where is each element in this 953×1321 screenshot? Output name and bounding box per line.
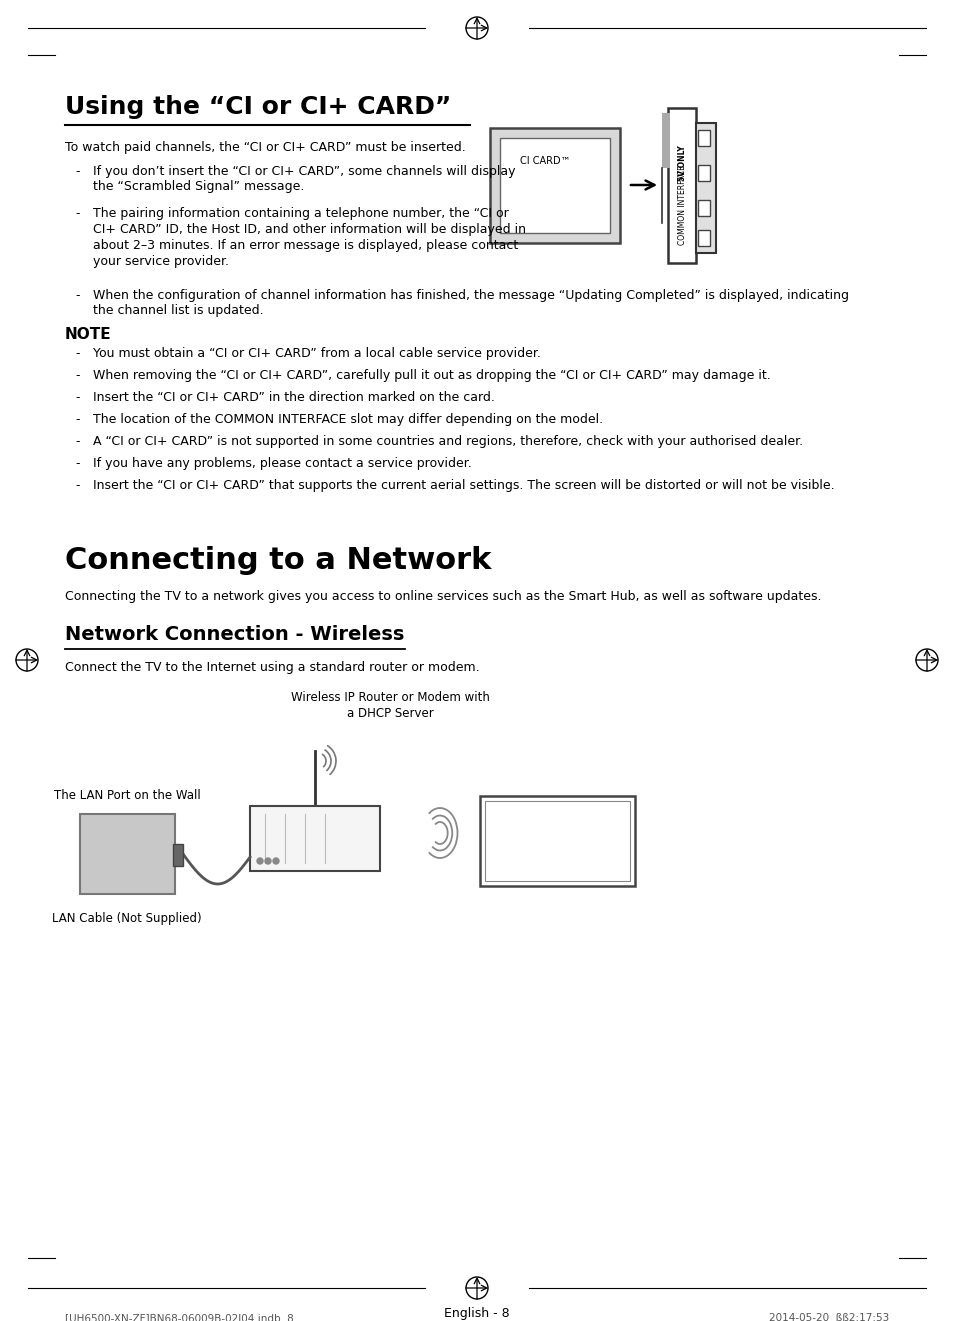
Text: -: - <box>75 207 79 221</box>
Bar <box>80 814 174 894</box>
Text: your service provider.: your service provider. <box>92 255 229 268</box>
Bar <box>484 801 629 881</box>
Text: Insert the “CI or CI+ CARD” in the direction marked on the card.: Insert the “CI or CI+ CARD” in the direc… <box>92 391 495 404</box>
Bar <box>479 797 635 886</box>
Text: When removing the “CI or CI+ CARD”, carefully pull it out as dropping the “CI or: When removing the “CI or CI+ CARD”, care… <box>92 369 770 382</box>
Text: 2014-05-20  ßß2:17:53: 2014-05-20 ßß2:17:53 <box>768 1313 888 1321</box>
Text: -: - <box>75 165 79 178</box>
Text: a DHCP Server: a DHCP Server <box>346 707 433 720</box>
Text: Insert the “CI or CI+ CARD” that supports the current aerial settings. The scree: Insert the “CI or CI+ CARD” that support… <box>92 480 834 491</box>
Text: -: - <box>75 413 79 425</box>
Text: Using the “CI or CI+ CARD”: Using the “CI or CI+ CARD” <box>65 95 451 119</box>
Text: COMMON INTERFACE: COMMON INTERFACE <box>678 165 687 244</box>
Text: Network Connection - Wireless: Network Connection - Wireless <box>65 625 404 645</box>
Text: The pairing information containing a telephone number, the “CI or: The pairing information containing a tel… <box>92 207 508 221</box>
Text: If you don’t insert the “CI or CI+ CARD”, some channels will display
the “Scramb: If you don’t insert the “CI or CI+ CARD”… <box>92 165 515 193</box>
Text: -: - <box>75 391 79 404</box>
Text: -: - <box>75 480 79 491</box>
Text: When the configuration of channel information has finished, the message “Updatin: When the configuration of channel inform… <box>92 289 848 317</box>
Text: A “CI or CI+ CARD” is not supported in some countries and regions, therefore, ch: A “CI or CI+ CARD” is not supported in s… <box>92 435 802 448</box>
Text: [UH6500-XN-ZF]BN68-06009B-02I04.indb  8: [UH6500-XN-ZF]BN68-06009B-02I04.indb 8 <box>65 1313 294 1321</box>
Bar <box>172 844 183 867</box>
Bar <box>250 806 379 871</box>
Text: Connect the TV to the Internet using a standard router or modem.: Connect the TV to the Internet using a s… <box>65 660 479 674</box>
Text: If you have any problems, please contact a service provider.: If you have any problems, please contact… <box>92 457 471 470</box>
Text: English - 8: English - 8 <box>444 1306 509 1320</box>
Text: 5V ONLY: 5V ONLY <box>678 145 687 181</box>
Bar <box>696 123 716 254</box>
Text: about 2–3 minutes. If an error message is displayed, please contact: about 2–3 minutes. If an error message i… <box>92 239 517 252</box>
Bar <box>698 129 709 147</box>
Text: -: - <box>75 289 79 303</box>
Text: You must obtain a “CI or CI+ CARD” from a local cable service provider.: You must obtain a “CI or CI+ CARD” from … <box>92 347 540 361</box>
Text: -: - <box>75 347 79 361</box>
Text: -: - <box>75 369 79 382</box>
Text: LAN Cable (Not Supplied): LAN Cable (Not Supplied) <box>52 911 202 925</box>
Text: Connecting the TV to a network gives you access to online services such as the S: Connecting the TV to a network gives you… <box>65 590 821 602</box>
Text: The LAN Port on the Wall: The LAN Port on the Wall <box>53 789 200 802</box>
Bar <box>499 137 609 232</box>
Bar <box>661 114 669 168</box>
Circle shape <box>273 859 278 864</box>
Circle shape <box>265 859 271 864</box>
Bar <box>667 108 696 263</box>
Bar <box>698 165 709 181</box>
Bar <box>698 230 709 246</box>
Circle shape <box>256 859 263 864</box>
Text: Connecting to a Network: Connecting to a Network <box>65 546 491 575</box>
Text: CI+ CARD” ID, the Host ID, and other information will be displayed in: CI+ CARD” ID, the Host ID, and other inf… <box>92 223 525 236</box>
Bar <box>698 199 709 217</box>
Text: CI CARD™: CI CARD™ <box>519 156 570 166</box>
Text: Wireless IP Router or Modem with: Wireless IP Router or Modem with <box>291 691 489 704</box>
Text: -: - <box>75 457 79 470</box>
Text: The location of the COMMON INTERFACE slot may differ depending on the model.: The location of the COMMON INTERFACE slo… <box>92 413 602 425</box>
Text: To watch paid channels, the “CI or CI+ CARD” must be inserted.: To watch paid channels, the “CI or CI+ C… <box>65 141 465 155</box>
Text: -: - <box>75 435 79 448</box>
Text: NOTE: NOTE <box>65 328 112 342</box>
Bar <box>490 128 619 243</box>
